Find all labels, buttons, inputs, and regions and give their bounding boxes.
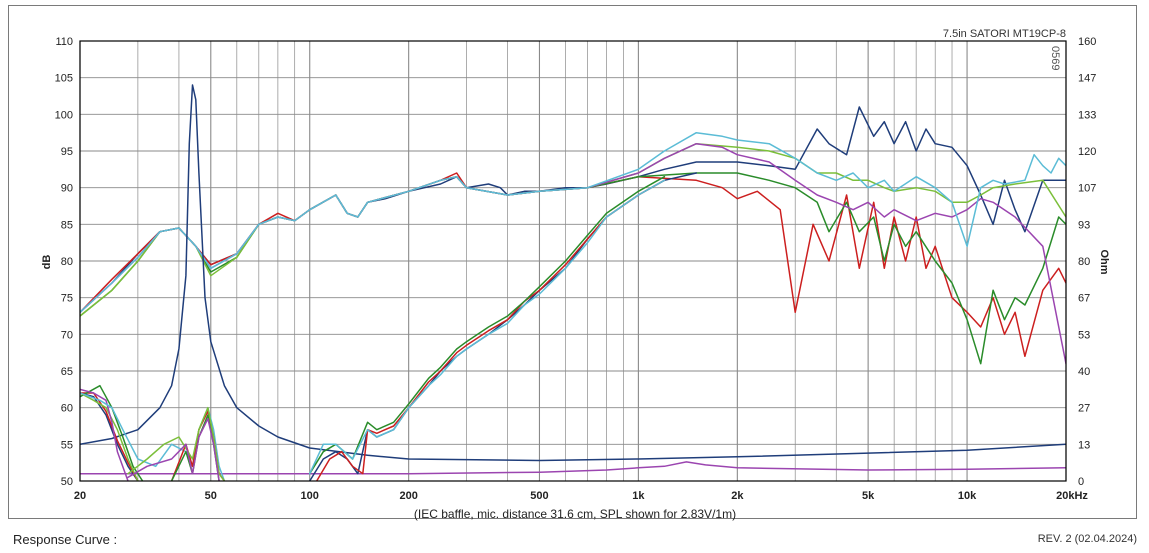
y2-axis-label: Ohm — [1098, 249, 1110, 274]
plot-area-border — [79, 40, 1067, 482]
series-line-cyan — [80, 131, 1066, 314]
series-line-navy — [80, 106, 1066, 314]
y2-tick-label: 67 — [1078, 293, 1090, 305]
x-axis-label: (IEC baffle, mic. distance 31.6 cm, SPL … — [414, 507, 736, 521]
x-tick-label: 5k — [862, 490, 875, 502]
y2-tick-label: 107 — [1078, 183, 1096, 195]
chart-watermark: 0569 — [1049, 46, 1061, 70]
series-line-green — [80, 384, 144, 481]
series-line-lightgreen — [127, 406, 226, 481]
series-line-navy — [80, 84, 1066, 462]
series-line-green — [308, 175, 666, 475]
x-tick-label: 1k — [632, 490, 645, 502]
series-line-purple — [80, 388, 129, 481]
y-tick-label: 65 — [61, 366, 73, 378]
y-tick-label: 70 — [61, 329, 73, 341]
y2-tick-label: 93 — [1078, 219, 1090, 231]
series-line-cyan — [80, 392, 226, 481]
y-tick-label: 85 — [61, 219, 73, 231]
y-tick-label: 90 — [61, 183, 73, 195]
y-axis-ticks: 110 105 100 95 90 85 80 75 70 65 60 55 50 — [55, 36, 73, 488]
y-tick-label: 110 — [55, 36, 73, 48]
x-tick-label: 100 — [301, 490, 319, 502]
x-axis-ticks: 20 50 100 200 500 1k 2k 5k 10k 20kHz — [74, 490, 1089, 502]
y-tick-label: 80 — [61, 256, 73, 268]
y2-tick-label: 160 — [1078, 36, 1096, 48]
y-tick-label: 55 — [61, 439, 73, 451]
chart-grid — [79, 40, 1067, 482]
x-tick-label: 20kHz — [1056, 490, 1088, 502]
y2-tick-label: 13 — [1078, 439, 1090, 451]
y2-axis-ticks: 160 147 133 120 107 93 80 67 53 40 27 13 0 — [1078, 36, 1096, 488]
series-line-purple — [80, 461, 1066, 475]
y2-tick-label: 0 — [1078, 476, 1084, 488]
y2-tick-label: 40 — [1078, 366, 1090, 378]
x-tick-label: 10k — [958, 490, 977, 502]
chart-frame — [8, 5, 1137, 519]
y-axis-label: dB — [41, 255, 53, 270]
series-line-cyan — [308, 179, 666, 475]
series-line-purple — [80, 142, 1066, 365]
y-tick-label: 60 — [61, 403, 73, 415]
y2-tick-label: 120 — [1078, 146, 1096, 158]
y-tick-label: 100 — [55, 109, 73, 121]
x-tick-label: 20 — [74, 490, 86, 502]
series-line-purple — [127, 417, 220, 481]
x-tick-label: 200 — [399, 490, 417, 502]
y2-tick-label: 147 — [1078, 73, 1096, 85]
y2-tick-label: 80 — [1078, 256, 1090, 268]
chart-curves — [80, 84, 1066, 481]
chart-title: 7.5in SATORI MT19CP-8 — [943, 28, 1066, 40]
series-line-green — [80, 172, 1066, 365]
series-line-red — [80, 172, 1066, 358]
y-tick-label: 75 — [61, 293, 73, 305]
footer-caption: Response Curve : — [13, 532, 118, 547]
series-line-navy — [80, 392, 139, 481]
x-tick-label: 500 — [530, 490, 548, 502]
y-tick-label: 105 — [55, 73, 73, 85]
x-tick-label: 50 — [205, 490, 217, 502]
series-line-red — [315, 179, 666, 481]
y2-tick-label: 133 — [1078, 109, 1096, 121]
y2-tick-label: 27 — [1078, 403, 1090, 415]
y-tick-label: 95 — [61, 146, 73, 158]
revision-label: REV. 2 (02.04.2024) — [1037, 533, 1137, 545]
x-tick-label: 2k — [731, 490, 744, 502]
y2-tick-label: 53 — [1078, 329, 1090, 341]
y-tick-label: 50 — [61, 476, 73, 488]
